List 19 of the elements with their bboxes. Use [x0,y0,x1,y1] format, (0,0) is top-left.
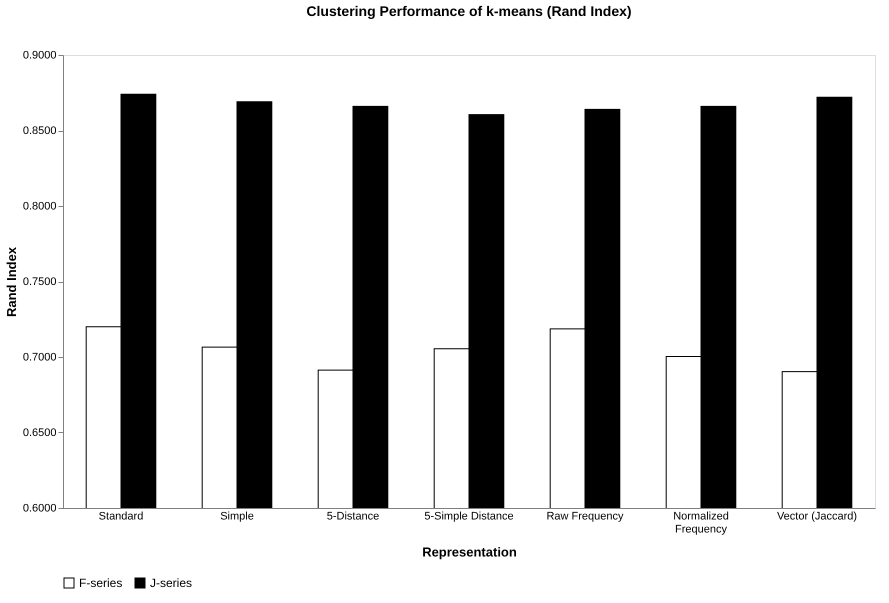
x-axis-title: Representation [422,544,517,560]
x-tick-label: Raw Frequency [546,510,624,522]
y-tick-label: 0.8500 [22,125,56,137]
x-tick-label: Normalized Frequency [673,510,729,536]
legend-label: J-series [150,576,192,590]
y-tick-label: 0.9000 [22,50,56,62]
x-tick-label: 5-Simple Distance [424,510,514,522]
y-tick-label: 0.7500 [22,276,56,288]
x-tick-label: Simple [220,510,254,522]
y-tick-label: 0.6000 [22,502,56,514]
y-axis-title: Rand Index [4,246,19,318]
x-tick-label: Vector (Jaccard) [776,510,858,522]
chart-title: Clustering Performance of k-means (Rand Index) [306,3,632,19]
legend-label: F-series [79,576,122,590]
x-tick-label: Standard [98,510,144,522]
x-tick-label: 5-Distance [326,510,380,522]
y-tick-label: 0.7000 [22,352,56,364]
y-tick-label: 0.6500 [22,427,56,439]
y-tick-label: 0.8000 [22,200,56,212]
